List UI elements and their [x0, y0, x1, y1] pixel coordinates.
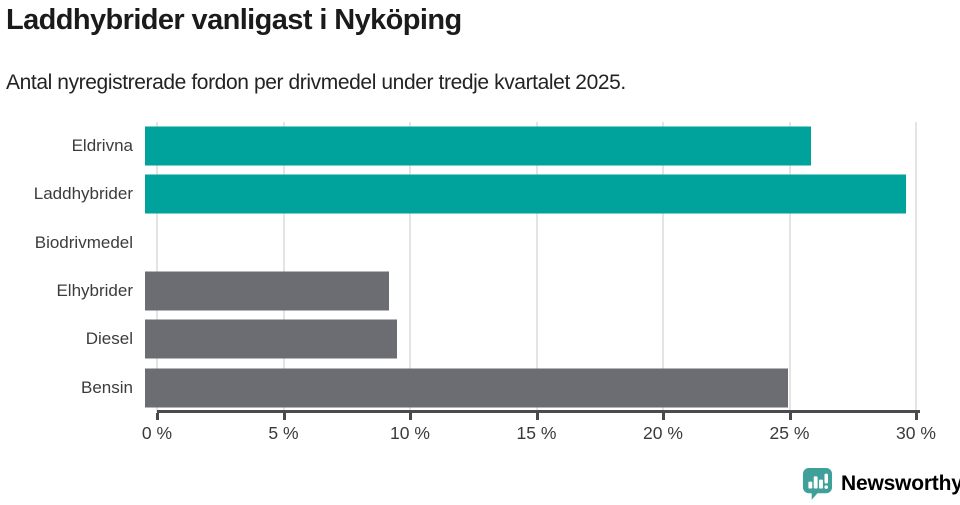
- newsworthy-logo[interactable]: Newsworthy: [802, 467, 960, 501]
- axis-tick: [156, 413, 159, 420]
- tick-labels: 0 % 5 % 10 % 15 % 20 % 25 % 30 %: [142, 423, 936, 447]
- bar-track: [145, 364, 916, 412]
- axis-tick: [282, 413, 286, 420]
- gridline: [282, 122, 285, 412]
- y-axis-label: Laddhybrider: [33, 184, 133, 204]
- bar-elhybrider: [145, 271, 390, 311]
- axis-tick: [662, 413, 665, 420]
- bar-chart: Eldrivna Laddhybrider Biodrivmedel Elhybrid…: [0, 122, 920, 412]
- y-axis-label: Biodrivmedel: [34, 232, 133, 252]
- x-tick-label: 15 %: [516, 423, 557, 443]
- gridline: [535, 122, 538, 412]
- axis-tick: [409, 413, 412, 420]
- axis-tick: [788, 413, 792, 420]
- bar-track: [145, 170, 916, 218]
- chart-row: Diesel: [0, 315, 916, 363]
- x-tick-label: 20 %: [643, 423, 683, 443]
- bar-bensin: [145, 368, 788, 408]
- x-axis-line: [157, 410, 920, 413]
- newsworthy-speech-bubble-chart-icon: [802, 467, 833, 501]
- y-axis-label: Eldrivna: [71, 136, 133, 156]
- x-tick-label: 30 %: [896, 423, 936, 443]
- bar-eldrivna: [145, 126, 811, 166]
- bar-track: [145, 267, 916, 315]
- x-tick-label: 25 %: [769, 423, 810, 443]
- bar-track: [145, 122, 916, 170]
- y-axis-label: Elhybrider: [56, 281, 133, 301]
- gridline: [156, 122, 158, 412]
- chart-row: Elhybrider: [0, 267, 916, 315]
- bar-track: [145, 219, 916, 267]
- axis-tick: [535, 413, 539, 420]
- y-axis-label: Bensin: [81, 377, 133, 397]
- chart-subtitle: Antal nyregistrerade fordon per drivmede…: [6, 71, 626, 94]
- chart-row: Laddhybrider: [0, 170, 916, 218]
- gridline: [788, 122, 791, 412]
- axis-tick: [915, 413, 918, 420]
- gridline: [915, 122, 917, 412]
- chart-row: Eldrivna: [0, 122, 916, 170]
- chart-rows: Eldrivna Laddhybrider Biodrivmedel Elhybrid…: [0, 122, 916, 412]
- bar-laddhybrider: [145, 174, 906, 214]
- grid-layer: [156, 122, 917, 412]
- x-tick-label: 5 %: [268, 423, 299, 443]
- chart-row: Biodrivmedel: [0, 219, 916, 267]
- bar-diesel: [145, 319, 397, 359]
- gridline: [662, 122, 664, 412]
- chart-title: Laddhybrider vanligast i Nyköping: [6, 4, 462, 36]
- chart-row: Bensin: [0, 364, 916, 412]
- axis-ticks: [156, 413, 918, 421]
- y-axis-label: Diesel: [85, 329, 133, 349]
- gridline: [409, 122, 411, 412]
- bar-track: [145, 315, 916, 363]
- x-tick-label: 10 %: [390, 423, 430, 443]
- x-tick-label: 0 %: [141, 423, 173, 443]
- logo-text: Newsworthy: [841, 472, 960, 495]
